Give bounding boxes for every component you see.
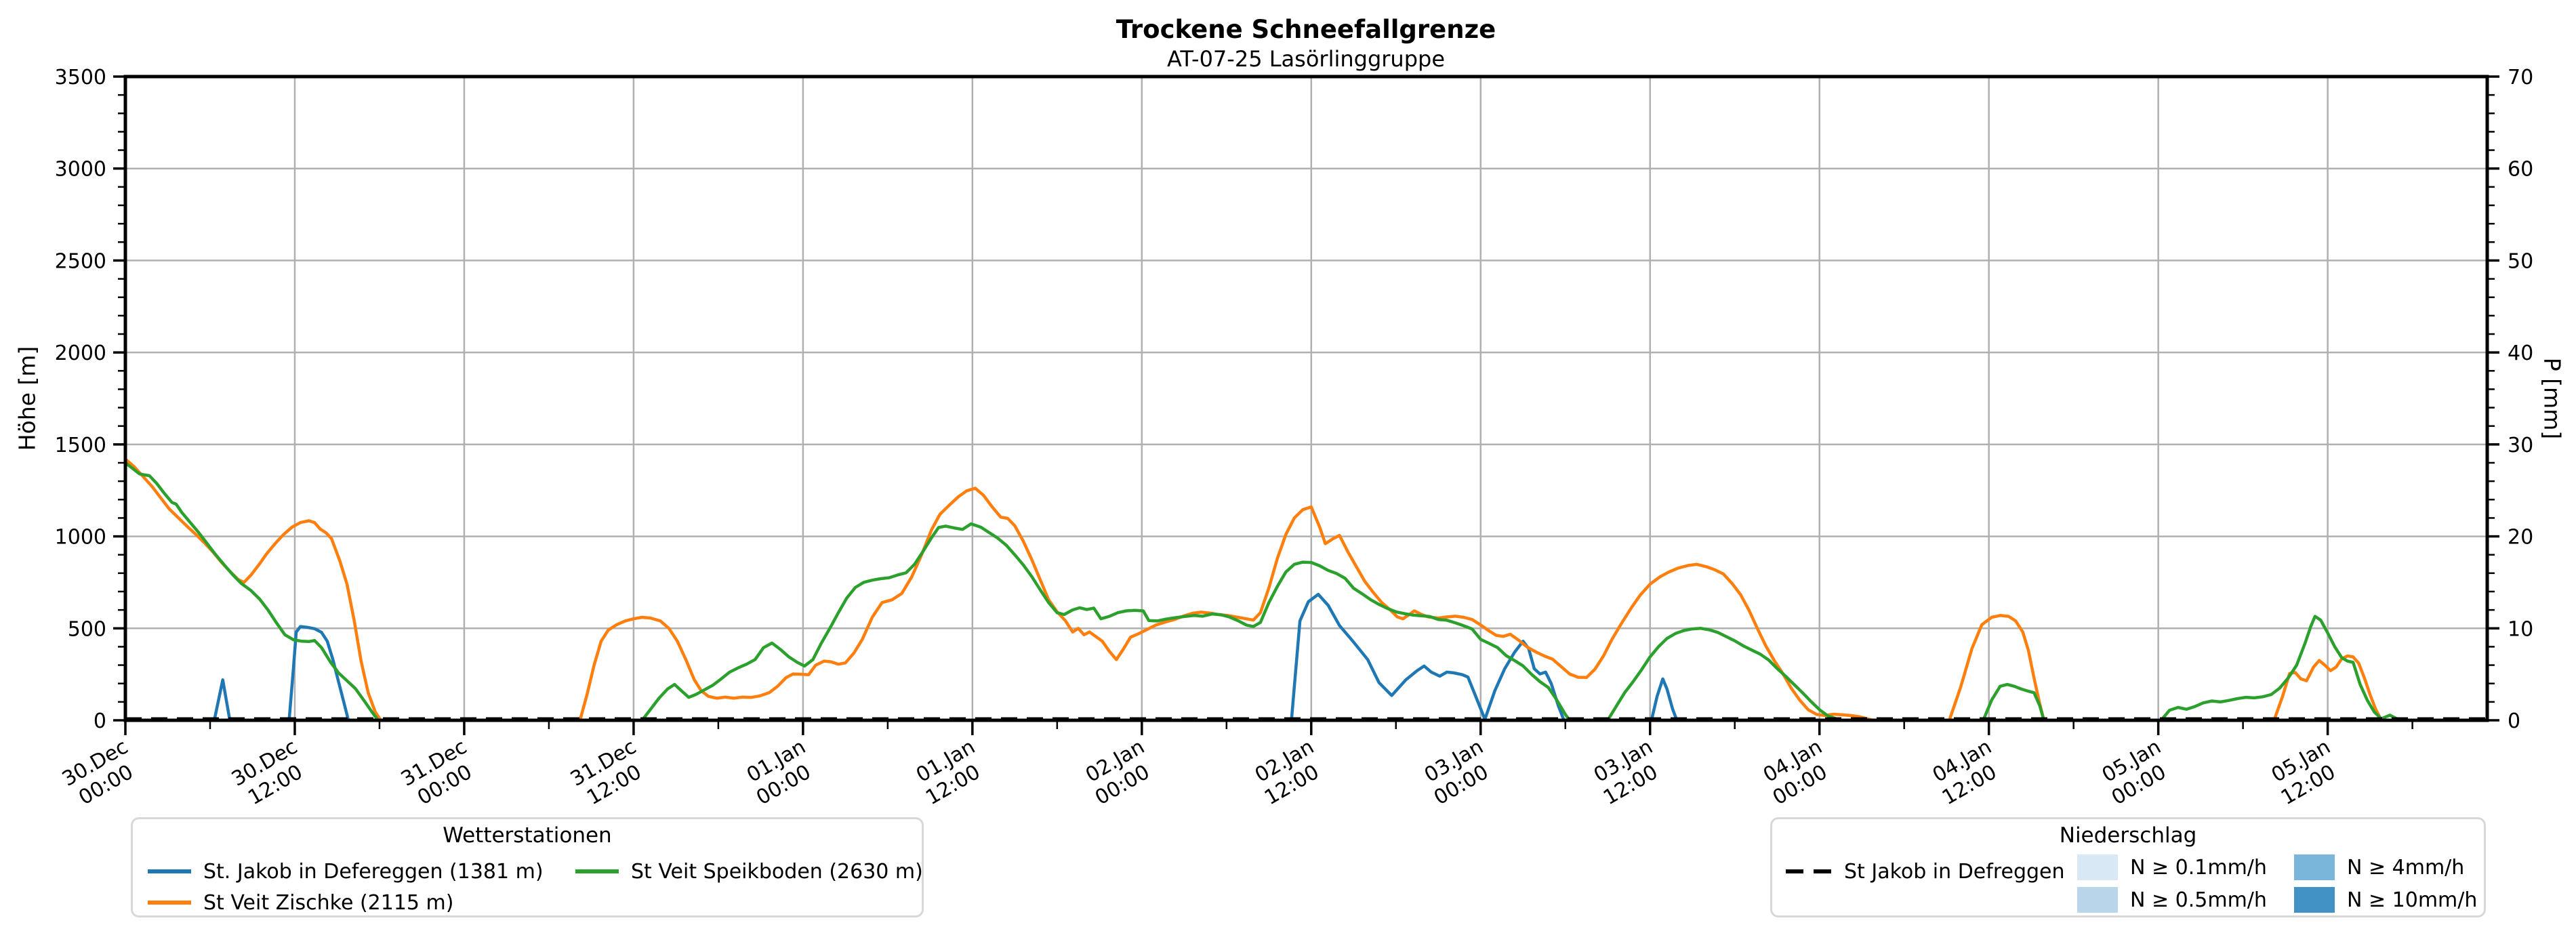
legend-item-label: N ≥ 0.1mm/h (2130, 855, 2267, 880)
legend-item-speikboden: St Veit Speikboden (2630 m) (575, 857, 923, 886)
y-left-tick-label: 3000 (55, 158, 106, 182)
legend-item-label: N ≥ 0.5mm/h (2130, 888, 2267, 912)
y-right-tick-label: 10 (2508, 617, 2533, 641)
x-tick-label: 02.Jan12:00 (1248, 735, 1330, 810)
legend-item-label: St. Jakob in Defereggen (1381 m) (203, 859, 544, 884)
series-line-2 (123, 461, 2403, 722)
x-tick-label-group: 05.Jan00:00 (2095, 735, 2178, 810)
y-left-tick-label: 500 (68, 617, 106, 641)
x-tick-label-group: 02.Jan00:00 (1079, 735, 1161, 810)
x-tick-label: 03.Jan12:00 (1587, 735, 1669, 810)
station-line-swatch-orange-icon (148, 901, 191, 905)
y-right-tick-label: 40 (2508, 342, 2533, 365)
legend-item-n05: N ≥ 0.5mm/h (2077, 886, 2267, 914)
legend-item-n10: N ≥ 10mm/h (2294, 886, 2477, 914)
x-tick-label: 01.Jan12:00 (909, 735, 991, 810)
x-tick-label: 30.Dec12:00 (228, 735, 314, 812)
x-tick-label-group: 30.Dec00:00 (58, 735, 144, 812)
precip-level-swatch-0-icon (2077, 854, 2118, 880)
x-tick-label-group: 30.Dec12:00 (228, 735, 314, 812)
precip-level-swatch-2-icon (2294, 854, 2335, 880)
chart-subtitle: AT-07-25 Lasörlinggruppe (1167, 46, 1445, 72)
precip-legend: Niederschlag St Jakob in Defreggen N ≥ 0… (1770, 817, 2486, 917)
legend-item-label: N ≥ 10mm/h (2347, 888, 2478, 912)
x-tick-label-group: 01.Jan12:00 (909, 735, 991, 810)
x-tick-label-group: 03.Jan00:00 (1418, 735, 1500, 810)
y-left-tick-label: 1000 (55, 526, 106, 550)
stations-legend-title: Wetterstationen (443, 823, 612, 848)
x-tick-label-group: 02.Jan12:00 (1248, 735, 1330, 810)
x-tick-label: 03.Jan00:00 (1418, 735, 1500, 810)
y-right-tick-label: 30 (2508, 434, 2533, 457)
legend-item-label: St Veit Speikboden (2630 m) (631, 859, 923, 884)
legend-item-n01: N ≥ 0.1mm/h (2077, 853, 2267, 882)
x-tick-label-group: 04.Jan12:00 (1926, 735, 2008, 810)
y-right-tick-label: 70 (2508, 66, 2533, 89)
x-tick-label: 30.Dec00:00 (58, 735, 144, 812)
y-left-tick-label: 3500 (55, 66, 106, 89)
x-tick-label: 31.Dec00:00 (397, 735, 483, 812)
y-right-tick-label: 0 (2508, 709, 2520, 733)
x-tick-label-group: 05.Jan12:00 (2265, 735, 2347, 810)
y-left-tick-label: 2000 (55, 342, 106, 365)
legend-item-st-jakob: St. Jakob in Defereggen (1381 m) (148, 857, 544, 886)
axes-frame (123, 75, 2489, 722)
x-tick-label-group: 31.Dec12:00 (567, 735, 653, 812)
y-left-tick-label: 0 (94, 709, 106, 733)
legend-item-n4: N ≥ 4mm/h (2294, 853, 2464, 882)
x-tick-label: 05.Jan12:00 (2265, 735, 2347, 810)
precip-level-swatch-1-icon (2077, 887, 2118, 913)
station-line-swatch-green-icon (575, 869, 619, 873)
precip-legend-title: Niederschlag (2059, 823, 2197, 848)
x-tick-label-group: 31.Dec00:00 (397, 735, 483, 812)
y-right-tick-label: 20 (2508, 526, 2533, 550)
legend-item-label: St Veit Zischke (2115 m) (203, 890, 454, 915)
x-tick-label: 04.Jan12:00 (1926, 735, 2008, 810)
y-left-tick-label: 2500 (55, 249, 106, 273)
chart-title: Trockene Schneefallgrenze (1116, 15, 1496, 44)
legend-item-label: St Jakob in Defreggen (1844, 859, 2065, 884)
x-tick-label-group: 04.Jan00:00 (1757, 735, 1839, 810)
legend-item-label: N ≥ 4mm/h (2347, 855, 2465, 880)
station-line-swatch-blue-icon (148, 869, 191, 873)
x-tick-label: 01.Jan00:00 (740, 735, 822, 810)
stations-legend: Wetterstationen St. Jakob in Defereggen … (131, 817, 924, 917)
precip-level-swatch-3-icon (2294, 887, 2335, 913)
x-tick-label-group: 01.Jan00:00 (740, 735, 822, 810)
y-right-tick-label: 50 (2508, 249, 2533, 273)
x-tick-label-group: 03.Jan12:00 (1587, 735, 1669, 810)
series-line-0 (212, 592, 1679, 722)
x-tick-label: 02.Jan00:00 (1079, 735, 1161, 810)
y-left-tick-label: 1500 (55, 434, 106, 457)
dashed-line-swatch-icon (1786, 869, 1832, 873)
x-tick-label: 05.Jan00:00 (2095, 735, 2178, 810)
legend-item-zischke: St Veit Zischke (2115 m) (148, 888, 453, 917)
x-tick-label: 04.Jan00:00 (1757, 735, 1839, 810)
x-tick-label: 31.Dec12:00 (567, 735, 653, 812)
y-right-tick-label: 60 (2508, 158, 2533, 182)
legend-item-precip-dashed: St Jakob in Defreggen (1786, 857, 2065, 886)
